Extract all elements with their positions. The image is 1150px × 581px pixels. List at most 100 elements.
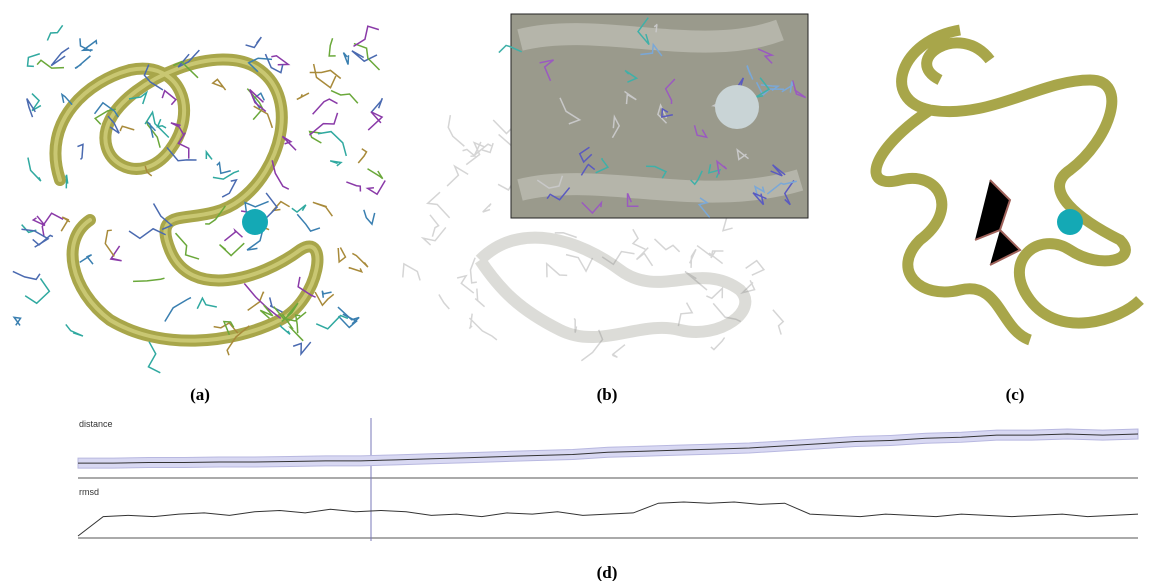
side-chain — [745, 259, 766, 276]
side-chain — [259, 304, 274, 319]
molecular-renderings — [12, 13, 1144, 374]
side-chain — [271, 160, 290, 190]
side-chain — [317, 130, 348, 157]
side-chain — [752, 192, 767, 206]
side-chain — [65, 174, 69, 189]
side-chain — [342, 52, 350, 65]
side-chain — [696, 244, 724, 265]
side-chain — [536, 175, 564, 189]
side-chain — [74, 55, 91, 70]
side-chain — [211, 78, 227, 91]
series-line — [78, 433, 1139, 464]
side-chain — [554, 232, 577, 239]
side-chain — [429, 214, 440, 237]
side-chain — [348, 266, 364, 273]
side-chain — [143, 64, 164, 91]
side-chain — [367, 168, 384, 180]
side-chain — [226, 325, 250, 356]
side-chain — [205, 149, 213, 160]
ribbon-a — [49, 53, 324, 347]
side-chain — [653, 23, 658, 33]
side-chain — [329, 160, 343, 167]
side-chain — [41, 212, 64, 238]
side-chain — [312, 98, 338, 115]
side-chain — [264, 192, 279, 221]
side-chain — [60, 92, 73, 106]
side-chain — [119, 125, 135, 132]
side-chain — [353, 42, 381, 71]
side-chain — [706, 286, 724, 300]
side-chain — [46, 24, 64, 41]
side-chain — [337, 306, 360, 325]
side-chain — [425, 191, 451, 219]
side-chain — [31, 215, 46, 227]
side-chain — [243, 283, 282, 320]
side-chain — [79, 254, 94, 265]
side-chain — [739, 280, 756, 295]
side-chain — [580, 329, 604, 362]
side-chain — [438, 294, 450, 310]
side-chain — [736, 148, 749, 161]
side-chain — [21, 228, 50, 248]
side-chain — [664, 78, 676, 105]
side-chain — [144, 110, 170, 139]
side-chain — [297, 276, 316, 298]
side-chain — [146, 121, 157, 138]
side-chain — [294, 314, 301, 334]
side-chain — [626, 193, 639, 208]
side-chain — [473, 141, 492, 156]
side-chain — [766, 180, 797, 195]
panel-label: (d) — [597, 563, 618, 581]
side-chain — [219, 242, 245, 257]
side-chain — [128, 90, 149, 105]
side-chain — [753, 185, 766, 198]
side-chain — [177, 132, 190, 159]
uncertainty-band — [77, 428, 1139, 469]
side-chain — [746, 65, 754, 80]
side-chain — [351, 252, 369, 268]
side-chain — [281, 302, 299, 322]
side-chain — [170, 122, 185, 136]
side-chain — [144, 165, 153, 177]
side-chain — [296, 213, 321, 232]
side-chain — [247, 291, 265, 311]
side-chain — [624, 90, 637, 105]
side-chain — [661, 107, 673, 118]
series-line — [77, 501, 1139, 537]
side-chain — [312, 63, 337, 89]
side-chain — [546, 187, 571, 201]
side-chain — [177, 49, 200, 68]
side-chain — [710, 250, 724, 259]
panel-label: (b) — [597, 385, 618, 404]
side-chain — [697, 197, 711, 218]
side-chain — [296, 92, 310, 101]
ion-sphere — [715, 85, 759, 129]
side-chain — [312, 201, 333, 217]
panel-label: (c) — [1006, 385, 1025, 404]
side-chain — [757, 48, 775, 64]
side-chain — [223, 227, 243, 242]
side-chain — [559, 97, 582, 125]
side-chain — [152, 203, 174, 231]
side-chain — [447, 114, 465, 147]
side-chain — [271, 55, 291, 66]
side-chain — [646, 165, 668, 179]
side-chains-a — [12, 24, 386, 374]
side-chain — [222, 320, 235, 336]
side-chain — [420, 226, 447, 246]
side-chain — [12, 270, 41, 281]
side-chain — [244, 200, 269, 217]
side-chain — [26, 53, 41, 68]
side-chain — [462, 148, 477, 158]
side-chain — [688, 248, 697, 268]
side-chain — [264, 53, 284, 74]
side-chain — [707, 164, 722, 178]
side-chain — [80, 39, 98, 52]
side-chain — [631, 228, 646, 250]
side-chain — [248, 88, 267, 113]
side-chain — [446, 164, 469, 187]
side-chain — [104, 229, 115, 257]
side-chain — [637, 17, 650, 46]
side-chain — [309, 69, 342, 80]
